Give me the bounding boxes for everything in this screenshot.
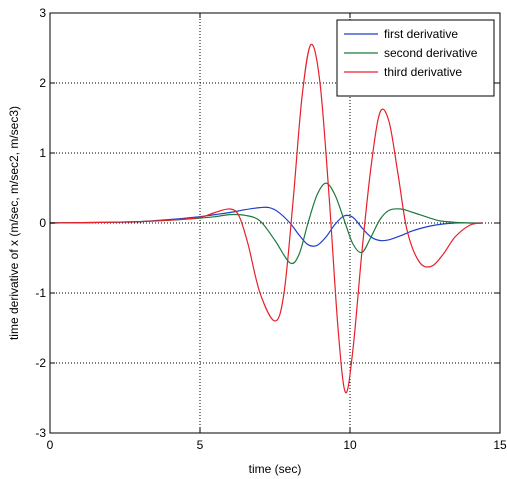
legend: first derivative second derivative third d… xyxy=(336,19,495,97)
y-tick-label: 3 xyxy=(39,6,46,20)
x-tick-labels: 0 5 10 15 xyxy=(47,438,507,452)
x-tick-label: 10 xyxy=(343,438,357,452)
y-tick-label: 1 xyxy=(39,146,46,160)
tick-marks xyxy=(49,12,501,434)
legend-box xyxy=(336,19,495,97)
x-tick-label: 0 xyxy=(47,438,54,452)
x-tick-label: 15 xyxy=(493,438,507,452)
y-tick-label: -2 xyxy=(35,356,46,370)
third-derivative-line xyxy=(49,43,483,394)
y-tick-label: -3 xyxy=(35,426,46,440)
legend-entry-second-derivative: second derivative xyxy=(384,46,478,60)
x-tick-label: 5 xyxy=(197,438,204,452)
y-axis-label: time derivative of x (m/sec, m/sec2, m/s… xyxy=(7,106,21,340)
series-lines xyxy=(49,43,483,394)
x-axis-label: time (sec) xyxy=(249,462,302,476)
legend-entry-first-derivative: first derivative xyxy=(384,27,458,41)
y-tick-labels: -3 -2 -1 0 1 2 3 xyxy=(35,6,46,440)
first-derivative-line xyxy=(49,206,482,247)
legend-entry-third-derivative: third derivative xyxy=(384,65,462,79)
y-tick-label: 0 xyxy=(39,216,46,230)
y-tick-label: -1 xyxy=(35,286,46,300)
second-derivative-line xyxy=(49,182,483,265)
y-tick-label: 2 xyxy=(39,76,46,90)
